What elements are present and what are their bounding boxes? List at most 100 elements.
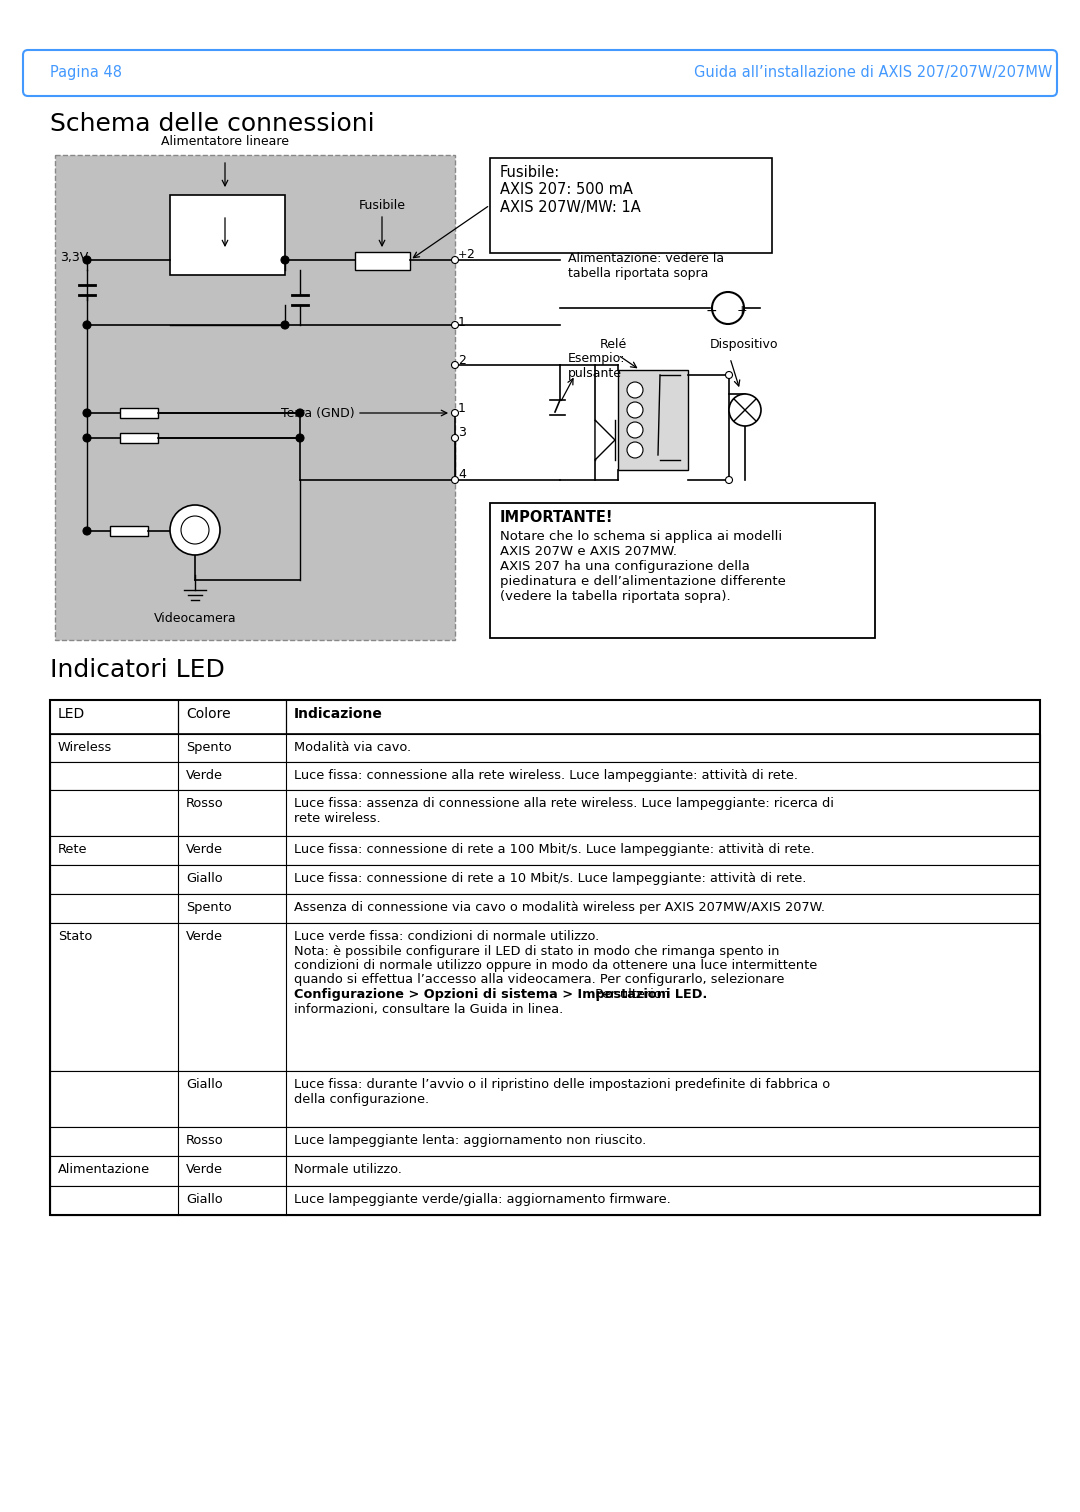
- Polygon shape: [595, 420, 615, 460]
- Text: Schema delle connessioni: Schema delle connessioni: [50, 112, 375, 136]
- Bar: [490, 503, 875, 638]
- Text: Verde: Verde: [186, 1163, 222, 1176]
- Circle shape: [451, 476, 459, 484]
- Text: Rosso: Rosso: [186, 797, 224, 810]
- Text: IMPORTANTE!: IMPORTANTE!: [500, 510, 613, 525]
- Circle shape: [296, 410, 303, 417]
- Text: +: +: [458, 249, 468, 260]
- Text: Giallo: Giallo: [186, 1193, 222, 1207]
- Bar: [50, 865, 1040, 894]
- Text: Luce verde fissa: condizioni di normale utilizzo.: Luce verde fissa: condizioni di normale …: [294, 930, 599, 943]
- Bar: [50, 922, 1040, 1070]
- Circle shape: [83, 434, 91, 442]
- Text: Alimentazione: vedere la
tabella riportata sopra: Alimentazione: vedere la tabella riporta…: [568, 253, 724, 280]
- Text: Notare che lo schema si applica ai modelli
AXIS 207W e AXIS 207MW.
AXIS 207 ha u: Notare che lo schema si applica ai model…: [500, 531, 786, 603]
- Bar: [50, 836, 1040, 865]
- Text: Verde: Verde: [186, 844, 222, 856]
- Circle shape: [181, 516, 210, 544]
- Text: Fusibile:
AXIS 207: 500 mA
AXIS 207W/MW: 1A: Fusibile: AXIS 207: 500 mA AXIS 207W/MW:…: [500, 165, 640, 215]
- Circle shape: [627, 383, 643, 398]
- Text: 3: 3: [458, 426, 465, 440]
- Bar: [50, 1157, 1040, 1185]
- Text: 2: 2: [458, 354, 465, 366]
- Text: Esempio:
pulsante: Esempio: pulsante: [568, 352, 625, 380]
- Text: 1: 1: [458, 316, 465, 328]
- Text: Spento: Spento: [186, 741, 231, 754]
- Text: Luce lampeggiante verde/gialla: aggiornamento firmware.: Luce lampeggiante verde/gialla: aggiorna…: [294, 1193, 671, 1207]
- Text: Giallo: Giallo: [186, 1078, 222, 1092]
- Bar: [170, 195, 285, 275]
- Bar: [50, 894, 1040, 922]
- Circle shape: [627, 402, 643, 417]
- Text: Terra (GND): Terra (GND): [282, 407, 355, 419]
- Text: Alimentazione: Alimentazione: [58, 1163, 150, 1176]
- Bar: [50, 700, 1040, 733]
- Text: Per ulteriori: Per ulteriori: [591, 987, 671, 1001]
- Bar: [50, 733, 1040, 762]
- Bar: [120, 432, 158, 443]
- Text: Colore: Colore: [186, 708, 231, 721]
- Text: Luce lampeggiante lenta: aggiornamento non riuscito.: Luce lampeggiante lenta: aggiornamento n…: [294, 1134, 646, 1148]
- Bar: [50, 789, 1040, 836]
- Text: Configurazione > Opzioni di sistema > Impostazioni LED.: Configurazione > Opzioni di sistema > Im…: [294, 987, 707, 1001]
- Bar: [355, 253, 410, 271]
- Text: Videocamera: Videocamera: [153, 612, 237, 624]
- Text: Indicatori LED: Indicatori LED: [50, 658, 225, 682]
- Text: LED: LED: [58, 708, 85, 721]
- Text: Rosso: Rosso: [186, 1134, 224, 1148]
- Circle shape: [281, 256, 289, 265]
- Text: Fusibile: Fusibile: [359, 200, 405, 212]
- Text: Guida all’installazione di AXIS 207/207W/207MW: Guida all’installazione di AXIS 207/207W…: [693, 65, 1052, 80]
- Text: Nota: è possibile configurare il LED di stato in modo che rimanga spento in: Nota: è possibile configurare il LED di …: [294, 945, 780, 957]
- Text: Relé: Relé: [600, 339, 627, 351]
- Text: 3,3V: 3,3V: [60, 251, 89, 265]
- Circle shape: [281, 321, 289, 330]
- Text: Normale utilizzo.: Normale utilizzo.: [294, 1163, 402, 1176]
- Bar: [50, 1126, 1040, 1157]
- Circle shape: [83, 410, 91, 417]
- Text: Indicazione: Indicazione: [294, 708, 383, 721]
- Text: Modalità via cavo.: Modalità via cavo.: [294, 741, 411, 754]
- Text: Luce fissa: connessione di rete a 10 Mbit/s. Luce lampeggiante: attività di rete: Luce fissa: connessione di rete a 10 Mbi…: [294, 872, 807, 885]
- Text: Spento: Spento: [186, 901, 231, 913]
- Text: Luce fissa: assenza di connessione alla rete wireless. Luce lampeggiante: ricerc: Luce fissa: assenza di connessione alla …: [294, 797, 834, 810]
- Bar: [50, 1070, 1040, 1126]
- Circle shape: [83, 528, 91, 535]
- FancyBboxPatch shape: [55, 156, 455, 640]
- Bar: [490, 157, 772, 253]
- Text: Pagina 48: Pagina 48: [50, 65, 122, 80]
- Text: condizioni di normale utilizzo oppure in modo da ottenere una luce intermittente: condizioni di normale utilizzo oppure in…: [294, 959, 818, 972]
- Text: Giallo: Giallo: [186, 872, 222, 885]
- Bar: [50, 762, 1040, 789]
- Circle shape: [726, 476, 732, 484]
- Circle shape: [712, 292, 744, 324]
- Text: 4: 4: [458, 469, 465, 481]
- FancyBboxPatch shape: [23, 50, 1057, 95]
- Circle shape: [627, 422, 643, 438]
- Bar: [618, 370, 688, 470]
- Circle shape: [451, 322, 459, 328]
- Text: Dispositivo: Dispositivo: [710, 339, 779, 351]
- Text: Assenza di connessione via cavo o modalità wireless per AXIS 207MW/AXIS 207W.: Assenza di connessione via cavo o modali…: [294, 901, 825, 913]
- Text: 2: 2: [465, 248, 474, 262]
- Circle shape: [296, 434, 303, 442]
- Text: +: +: [737, 304, 747, 318]
- Text: Alimentatore lineare: Alimentatore lineare: [161, 135, 289, 148]
- Text: Luce fissa: connessione alla rete wireless. Luce lampeggiante: attività di rete.: Luce fissa: connessione alla rete wirele…: [294, 770, 798, 782]
- Circle shape: [83, 256, 91, 265]
- Bar: [50, 1185, 1040, 1216]
- Circle shape: [451, 257, 459, 263]
- Text: rete wireless.: rete wireless.: [294, 812, 380, 824]
- Text: quando si effettua l’accesso alla videocamera. Per configurarlo, selezionare: quando si effettua l’accesso alla videoc…: [294, 974, 784, 986]
- Text: −: −: [706, 304, 717, 318]
- Bar: [110, 526, 148, 535]
- Bar: [120, 408, 158, 417]
- Text: informazioni, consultare la Guida in linea.: informazioni, consultare la Guida in lin…: [294, 1002, 564, 1016]
- Circle shape: [627, 442, 643, 458]
- Text: Luce fissa: durante l’avvio o il ripristino delle impostazioni predefinite di fa: Luce fissa: durante l’avvio o il riprist…: [294, 1078, 831, 1092]
- Text: Luce fissa: connessione di rete a 100 Mbit/s. Luce lampeggiante: attività di ret: Luce fissa: connessione di rete a 100 Mb…: [294, 844, 814, 856]
- Text: Stato: Stato: [58, 930, 92, 943]
- Circle shape: [83, 321, 91, 330]
- Circle shape: [451, 361, 459, 369]
- Text: 1: 1: [458, 402, 465, 414]
